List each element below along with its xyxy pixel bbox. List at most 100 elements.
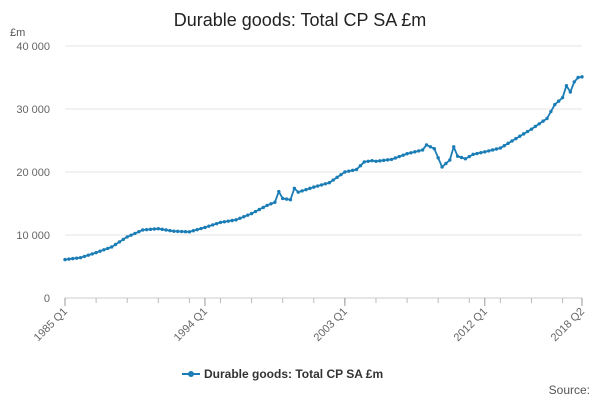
data-point[interactable] [564,83,569,88]
data-point[interactable] [487,149,491,153]
data-point[interactable] [304,187,308,192]
data-point[interactable] [246,213,250,217]
data-point[interactable] [78,255,83,260]
data-point[interactable] [214,221,219,226]
data-point[interactable] [265,203,269,208]
data-point[interactable] [533,124,538,129]
data-point[interactable] [420,148,425,152]
data-point[interactable] [261,205,265,210]
data-point[interactable] [541,119,545,123]
data-point[interactable] [490,148,495,152]
data-point[interactable] [518,134,522,138]
data-point[interactable] [343,170,347,174]
data-point[interactable] [288,198,293,202]
data-point[interactable] [253,209,258,214]
data-point[interactable] [292,186,297,191]
data-point[interactable] [506,141,510,146]
data-point[interactable] [249,211,254,216]
data-point[interactable] [362,160,367,164]
data-point[interactable] [176,229,180,234]
data-point[interactable] [580,75,584,79]
data-point[interactable] [222,220,227,224]
data-point[interactable] [452,145,456,149]
data-point[interactable] [354,167,359,172]
data-point[interactable] [467,154,471,159]
data-point[interactable] [560,95,565,100]
data-point[interactable] [164,228,168,232]
data-point[interactable] [479,150,483,155]
data-point[interactable] [280,196,285,201]
data-point[interactable] [432,146,436,151]
data-point[interactable] [339,172,343,177]
data-point[interactable] [133,231,137,236]
data-point[interactable] [378,159,382,163]
data-point[interactable] [568,90,573,94]
data-point[interactable] [90,252,94,256]
data-point[interactable] [382,158,386,163]
data-point[interactable] [67,257,71,261]
data-point[interactable] [179,229,184,234]
data-point[interactable] [183,229,188,234]
data-point[interactable] [106,246,110,251]
data-point[interactable] [121,237,126,242]
data-point[interactable] [401,153,405,157]
data-point[interactable] [413,150,417,154]
data-point[interactable] [109,245,114,249]
data-point[interactable] [358,164,363,168]
data-point[interactable] [374,159,378,163]
data-point[interactable] [393,156,398,160]
data-point[interactable] [129,233,133,237]
data-point[interactable] [331,178,335,182]
data-point[interactable] [436,156,440,160]
data-point[interactable] [284,197,289,201]
data-point[interactable] [160,227,164,232]
data-point[interactable] [335,175,339,180]
data-point[interactable] [277,189,281,194]
data-point[interactable] [71,256,75,261]
data-point[interactable] [117,240,122,244]
data-point[interactable] [308,186,312,191]
data-point[interactable] [572,80,576,84]
data-point[interactable] [514,136,518,141]
data-point[interactable] [483,150,487,154]
data-point[interactable] [82,254,87,259]
data-point[interactable] [537,122,541,126]
data-point[interactable] [172,229,176,233]
data-point[interactable] [471,152,475,157]
data-point[interactable] [230,218,234,223]
data-point[interactable] [444,161,448,166]
data-point[interactable] [211,223,215,227]
data-point[interactable] [269,202,273,206]
data-point[interactable] [459,155,464,160]
data-point[interactable] [428,145,433,149]
data-point[interactable] [125,235,129,239]
data-point[interactable] [576,75,580,80]
data-point[interactable] [417,149,421,153]
data-point[interactable] [207,224,211,228]
data-point[interactable] [440,165,444,169]
data-point[interactable] [296,190,300,194]
data-point[interactable] [300,189,304,193]
data-point[interactable] [409,151,413,155]
data-point[interactable] [168,228,172,233]
data-point[interactable] [156,227,160,231]
data-point[interactable] [498,146,503,150]
data-point[interactable] [113,242,118,247]
data-point[interactable] [218,220,223,225]
data-point[interactable] [475,151,479,156]
data-point[interactable] [494,147,499,151]
data-point[interactable] [405,152,409,156]
data-point[interactable] [203,225,207,230]
data-point[interactable] [366,159,370,163]
data-point[interactable] [74,256,79,260]
data-point[interactable] [549,109,553,114]
data-point[interactable] [226,219,230,223]
data-point[interactable] [191,229,195,233]
data-point[interactable] [319,183,324,187]
data-point[interactable] [502,144,506,148]
data-point[interactable] [424,143,429,147]
data-point[interactable] [510,139,514,143]
legend[interactable]: Durable goods: Total CP SA £m [182,367,383,381]
data-point[interactable] [238,216,242,221]
data-point[interactable] [63,257,67,262]
